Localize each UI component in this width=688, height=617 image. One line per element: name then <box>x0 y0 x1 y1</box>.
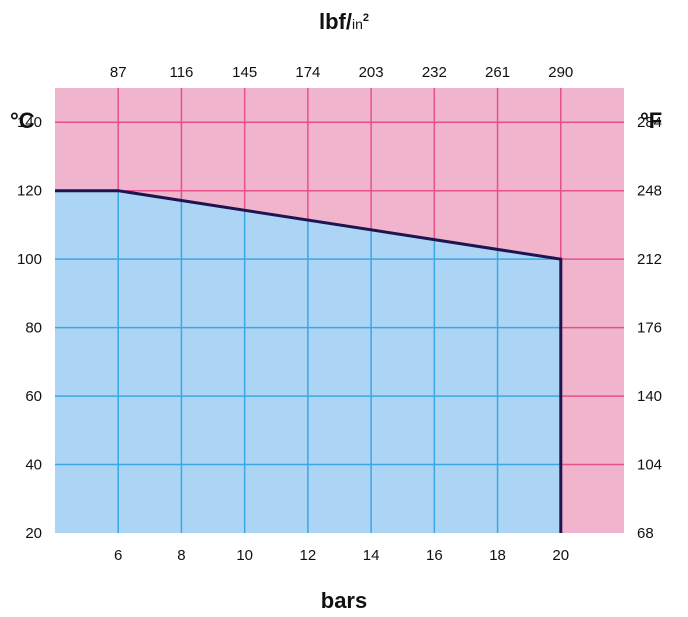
right-axis-unit: °F <box>640 108 662 133</box>
x-tick-label: 18 <box>489 547 506 564</box>
grid <box>55 88 624 533</box>
top-tick-label: 290 <box>548 64 573 81</box>
x-tick-label: 6 <box>114 547 122 564</box>
y-tick-label: 20 <box>25 525 42 542</box>
y-tick-label: 40 <box>25 457 42 474</box>
top-tick-label: 203 <box>359 64 384 81</box>
y-tick-label: 100 <box>17 251 42 268</box>
top-tick-label: 261 <box>485 64 510 81</box>
x-tick-label: 14 <box>363 547 380 564</box>
right-tick-label: 68 <box>637 525 654 542</box>
x-tick-label: 8 <box>177 547 185 564</box>
right-tick-label: 140 <box>637 388 662 405</box>
y-tick-label: 80 <box>25 320 42 337</box>
left-axis-unit: °C <box>10 108 35 133</box>
top-axis-label: lbf/in2 <box>319 9 369 34</box>
right-tick-label: 248 <box>637 183 662 200</box>
x-tick-label: 12 <box>300 547 317 564</box>
top-tick-label: 232 <box>422 64 447 81</box>
max-temperature-boundary-line <box>55 189 563 533</box>
x-tick-label: 20 <box>552 547 569 564</box>
right-tick-label: 104 <box>637 457 662 474</box>
x-tick-label: 16 <box>426 547 443 564</box>
y-tick-label: 60 <box>25 388 42 405</box>
y-tick-label: 120 <box>17 183 42 200</box>
right-tick-label: 212 <box>637 251 662 268</box>
top-tick-label: 87 <box>110 64 127 81</box>
top-tick-label: 174 <box>295 64 320 81</box>
top-tick-label: 116 <box>169 64 193 81</box>
right-tick-label: 284 <box>637 114 662 131</box>
y-tick-label: 140 <box>17 114 42 131</box>
bottom-axis-label: bars <box>321 588 367 613</box>
top-tick-label: 145 <box>232 64 257 81</box>
x-tick-label: 10 <box>236 547 253 564</box>
right-tick-label: 176 <box>637 320 662 337</box>
